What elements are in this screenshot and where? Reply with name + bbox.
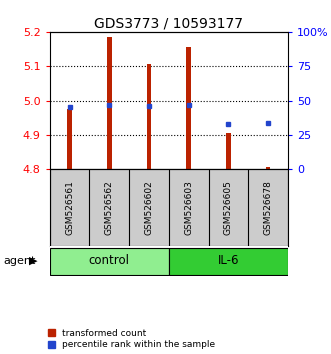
Text: GSM526678: GSM526678 xyxy=(263,180,273,235)
Bar xyxy=(107,37,112,169)
Text: GSM526605: GSM526605 xyxy=(224,180,233,235)
Bar xyxy=(169,248,288,275)
Text: ▶: ▶ xyxy=(29,256,37,266)
Legend: transformed count, percentile rank within the sample: transformed count, percentile rank withi… xyxy=(48,329,215,349)
Text: GSM526562: GSM526562 xyxy=(105,180,114,235)
Text: GSM526603: GSM526603 xyxy=(184,180,193,235)
Bar xyxy=(147,64,151,169)
Bar xyxy=(67,109,72,169)
Text: GSM526561: GSM526561 xyxy=(65,180,74,235)
Bar xyxy=(186,47,191,169)
Text: control: control xyxy=(89,255,130,267)
Bar xyxy=(226,133,231,169)
Title: GDS3773 / 10593177: GDS3773 / 10593177 xyxy=(94,17,243,31)
Bar xyxy=(266,166,270,169)
Text: IL-6: IL-6 xyxy=(218,255,239,267)
Text: GSM526602: GSM526602 xyxy=(144,180,154,235)
Text: agent: agent xyxy=(3,256,36,266)
Bar xyxy=(50,248,169,275)
